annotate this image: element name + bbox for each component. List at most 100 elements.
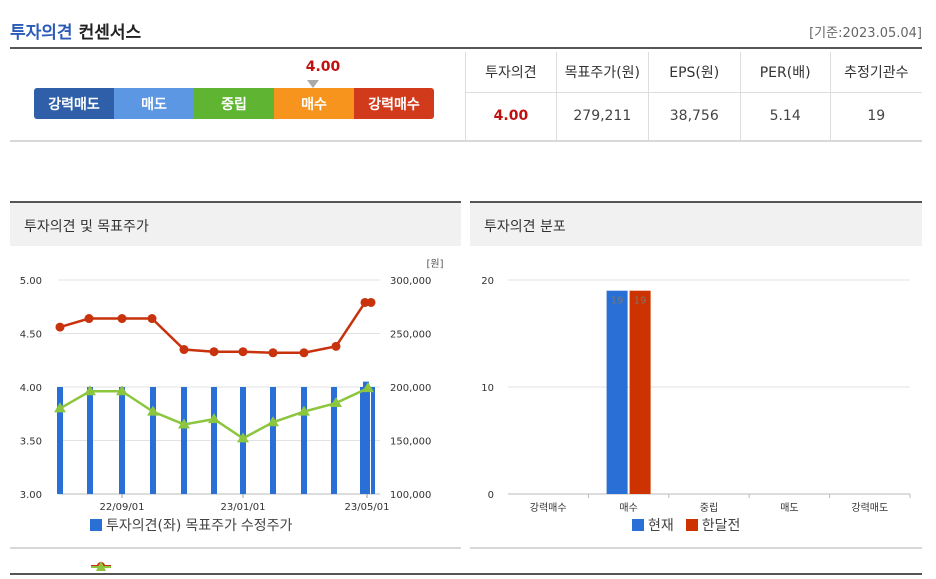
opinion-bar [57, 387, 63, 494]
revised-price-point [298, 405, 310, 416]
revised-price-point [362, 382, 374, 393]
unit-label: [원] [426, 258, 443, 270]
opinion-distribution-chart: 0 10 20 강력매수 매수 중립 매도 강력매도 19 19 [481, 276, 911, 514]
target-price-point [117, 314, 127, 324]
target-price-point [209, 347, 219, 357]
opinion-bar [301, 387, 307, 494]
category-label: 중립 [700, 501, 718, 514]
left-x-tick: 23/05/01 [345, 502, 390, 513]
right-y-tick: 150,000 [390, 437, 431, 448]
opinion-target-chart: 3.00 3.50 4.00 4.50 5.00 100,000 150,000 200,00… [20, 258, 444, 513]
target-price-line [59, 301, 371, 355]
distribution-bar-label: 19 [634, 296, 647, 307]
opinion-bar [150, 387, 156, 494]
legend-revised-label: 수정주가 [240, 518, 293, 534]
target-price-point [299, 348, 309, 358]
gauge-value: 4.00 [305, 59, 341, 75]
title-consensus: 컨센서스 [78, 23, 142, 43]
right-y-tick: 0 [488, 490, 494, 501]
target-price-point [366, 297, 376, 307]
opinion-bar [87, 387, 93, 494]
category-label: 강력매수 [530, 502, 567, 514]
revised-price-point [330, 397, 342, 408]
consensus-header: 투자의견 컨센서스 [기준:2023.05.04] [10, 18, 922, 46]
summary-value-eps: 38,756 [647, 92, 741, 140]
category-label: 강력매도 [851, 502, 888, 514]
right-y-tick: 250,000 [390, 330, 431, 341]
revised-price-point [147, 405, 159, 416]
summary-value-per: 5.14 [739, 92, 831, 140]
right-y-tick: 100,000 [390, 490, 431, 501]
summary-header-row: 투자의견 목표주가(원) EPS(원) PER(배) 추정기관수 [465, 52, 922, 93]
consensus-summary-table: 투자의견 목표주가(원) EPS(원) PER(배) 추정기관수 4.00 27… [465, 52, 922, 140]
legend-current-label: 현재 [648, 518, 674, 534]
left-legend: 투자의견(좌) 목표주가 수정주가 [90, 515, 293, 571]
legend-opinion-swatch [90, 519, 102, 531]
left-y-tick: 3.00 [20, 490, 42, 501]
left-panel-title: 투자의견 및 목표주가 [10, 201, 461, 246]
middle-divider [10, 140, 922, 142]
category-label: 매수 [619, 502, 637, 514]
legend-current-swatch [632, 519, 644, 531]
gauge-segment-neutral: 중립 [194, 88, 274, 119]
revised-price-point [84, 385, 96, 396]
revised-price-point [54, 402, 66, 413]
opinion-target-panel: 투자의견 및 목표주가 3.00 3.50 4.00 4.50 5.00 100,000 1… [10, 201, 461, 571]
summary-header-institutions: 추정기관수 [829, 52, 922, 93]
legend-target-label: 목표주가 [185, 518, 237, 534]
title-opinion: 투자의견 [10, 23, 73, 43]
right-panel-title: 투자의견 분포 [470, 201, 922, 246]
right-legend: 현재 한달전 [632, 515, 740, 535]
opinion-bar [371, 387, 375, 494]
left-y-tick: 4.00 [20, 383, 42, 394]
distribution-bar-label: 19 [611, 296, 624, 307]
gauge-segment-strong-sell: 강력매도 [34, 88, 114, 119]
right-y-tick: 20 [481, 276, 494, 287]
opinion-bar [181, 387, 187, 494]
revised-price-point [116, 385, 128, 396]
opinion-bar [119, 387, 125, 494]
revised-price-point [237, 432, 249, 443]
target-price-point [268, 348, 278, 358]
opinion-distribution-panel: 투자의견 분포 0 10 20 강력매수 매수 중립 매도 강력매도 19 19 현재 한달전 [470, 201, 922, 549]
target-price-point [331, 341, 341, 351]
legend-revised-marker [91, 561, 111, 571]
left-x-tick: 23/01/01 [221, 502, 266, 513]
summary-value-opinion: 4.00 [465, 92, 557, 140]
revised-price-point [208, 413, 220, 424]
summary-header-opinion: 투자의견 [465, 52, 557, 93]
section-title: 투자의견 컨센서스 [10, 23, 141, 43]
summary-header-eps: EPS(원) [647, 52, 741, 93]
right-y-tick: 300,000 [390, 276, 431, 287]
left-y-tick: 5.00 [20, 276, 42, 287]
legend-month-ago-swatch [685, 519, 698, 531]
target-price-point [238, 347, 248, 357]
opinion-bar [270, 387, 276, 494]
reference-date: [기준:2023.05.04] [809, 26, 922, 41]
category-label: 매도 [780, 502, 798, 514]
gauge-segment-sell: 매도 [114, 88, 194, 119]
right-y-tick: 200,000 [390, 383, 431, 394]
right-panel-bottom-rule [470, 547, 922, 549]
legend-month-ago-label: 한달전 [701, 518, 741, 534]
opinion-bar [331, 387, 337, 494]
opinion-bar [211, 387, 217, 494]
opinion-bar [366, 387, 370, 494]
summary-value-target: 279,211 [555, 92, 649, 140]
summary-value-institutions: 19 [829, 92, 922, 140]
summary-header-target: 목표주가(원) [555, 52, 649, 93]
left-y-tick: 3.50 [20, 437, 42, 448]
revised-price-point [178, 418, 190, 429]
target-price-point [179, 345, 189, 355]
left-panel-bottom-rule [10, 547, 461, 549]
target-price-point [84, 314, 94, 324]
gauge-segment-buy: 매수 [274, 88, 354, 119]
target-price-point [147, 314, 157, 324]
distribution-bar [629, 290, 651, 494]
distribution-bar [606, 290, 628, 494]
top-divider [10, 47, 922, 49]
summary-value-row: 4.00 279,211 38,756 5.14 19 [465, 92, 922, 140]
summary-header-per: PER(배) [739, 52, 831, 93]
opinion-gauge: 강력매도 매도 중립 매수 강력매수 [34, 88, 434, 119]
revised-price-point [267, 416, 279, 427]
